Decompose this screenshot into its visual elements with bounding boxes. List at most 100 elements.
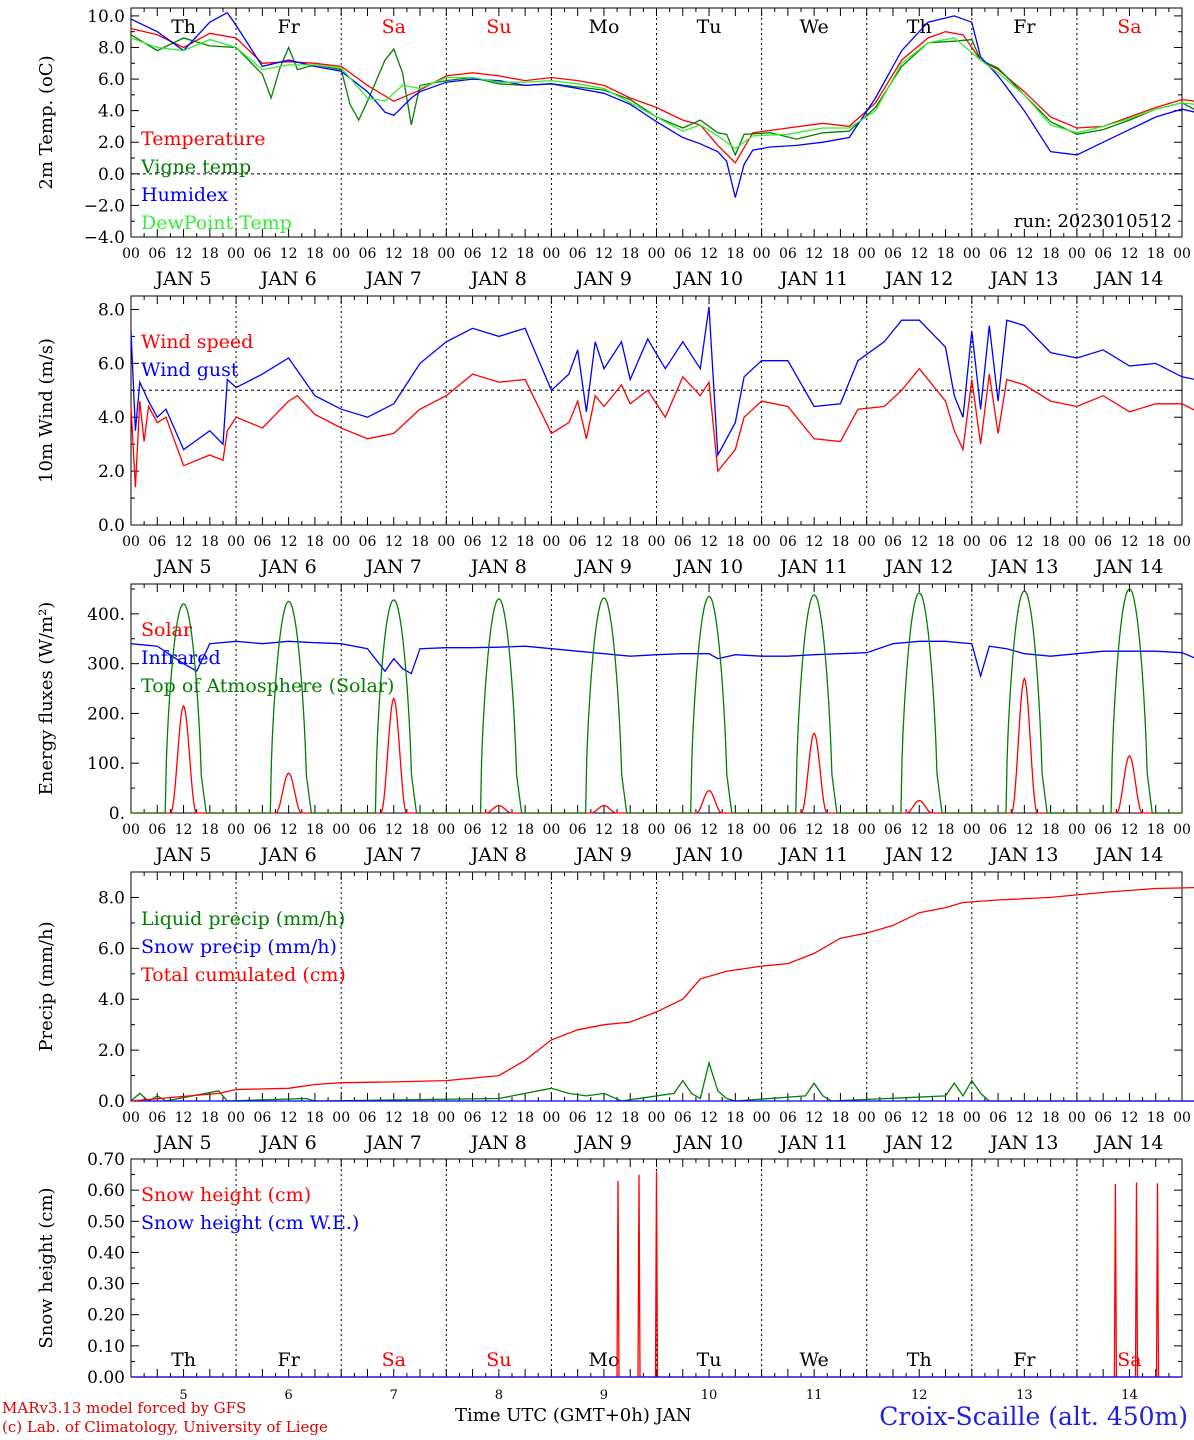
hour-label: 06 — [989, 822, 1007, 838]
day-header: Fr — [1013, 1349, 1036, 1371]
y-tick-label: 6.0 — [98, 354, 125, 374]
hour-label: 18 — [832, 246, 850, 262]
hour-label: 06 — [148, 246, 166, 262]
day-header: Th — [907, 16, 932, 38]
date-label: JAN 13 — [988, 844, 1058, 866]
run-annotation: run: 2023010512 — [1014, 211, 1172, 232]
hour-label: 18 — [306, 534, 324, 550]
panel-5: 0.00 0.10 0.20 0.30 0.40 0.50 0.60 0.70 Snow hei… — [36, 1150, 1183, 1403]
panel-4: 0.0 2.0 4.0 6.0 8.0 Precip (mm/h) 00 06 12 18 00 06… — [36, 871, 1194, 1154]
date-label: JAN 7 — [364, 556, 422, 578]
hour-label: 12 — [700, 246, 718, 262]
hour-label: 18 — [621, 1110, 639, 1126]
series-line — [130, 886, 1194, 1102]
hour-label: 00 — [1173, 534, 1191, 550]
hour-label: 12 — [595, 534, 613, 550]
y-tick-label: 2.0 — [98, 133, 125, 153]
y-tick-label: 2.0 — [98, 1041, 125, 1061]
y-tick-label: 0.40 — [87, 1243, 125, 1263]
hour-label: 12 — [805, 822, 823, 838]
plot-frame — [130, 871, 1183, 1102]
hour-label: 12 — [1121, 1110, 1139, 1126]
hour-label: 00 — [858, 1110, 876, 1126]
hour-label: 12 — [1121, 246, 1139, 262]
hour-label: 18 — [411, 534, 429, 550]
y-tick-label: 300. — [87, 655, 125, 675]
hour-label: 00 — [858, 246, 876, 262]
date-label: JAN 5 — [154, 1132, 212, 1154]
date-label: JAN 12 — [883, 268, 953, 290]
date-label: JAN 6 — [259, 1132, 317, 1154]
legend-entry: Infrared — [141, 647, 221, 669]
hour-label: 06 — [464, 534, 482, 550]
series-line — [130, 37, 1194, 150]
hour-label: 18 — [726, 822, 744, 838]
hour-label: 06 — [253, 246, 271, 262]
y-tick-label: 8.0 — [98, 888, 125, 908]
hour-label: 18 — [1147, 534, 1165, 550]
date-label: JAN 11 — [778, 1132, 848, 1154]
date-label: JAN 11 — [778, 556, 848, 578]
y-axis-label: 2m Temp. (oC) — [36, 55, 57, 189]
hour-label: 12 — [1121, 534, 1139, 550]
station-name: Croix-Scaille (alt. 450m) — [879, 1402, 1188, 1431]
hour-label: 18 — [1042, 1110, 1060, 1126]
hour-label: 00 — [963, 822, 981, 838]
hour-label: 12 — [490, 1110, 508, 1126]
hour-label: 00 — [1068, 822, 1086, 838]
y-tick-label: 10.0 — [87, 7, 125, 27]
hour-label: 06 — [674, 534, 692, 550]
hour-label: 06 — [569, 534, 587, 550]
hour-label: 00 — [648, 534, 666, 550]
date-label: JAN 6 — [259, 556, 317, 578]
hour-label: 00 — [332, 1110, 350, 1126]
day-header: Sa — [382, 1349, 406, 1371]
hour-label: 06 — [884, 822, 902, 838]
y-tick-label: 6.0 — [98, 939, 125, 959]
day-header: Sa — [382, 16, 406, 38]
date-label: JAN 6 — [259, 844, 317, 866]
hour-label: 00 — [227, 822, 245, 838]
hour-label: 06 — [884, 1110, 902, 1126]
legend-entry: Wind gust — [141, 359, 239, 381]
legend-entry: Snow height (cm W.E.) — [141, 1212, 359, 1234]
hour-label: 06 — [464, 822, 482, 838]
legend-entry: Snow precip (mm/h) — [141, 936, 337, 958]
legend-entry: Wind speed — [141, 331, 253, 353]
hour-label: 06 — [148, 534, 166, 550]
hour-label: 18 — [201, 534, 219, 550]
hour-label: 06 — [359, 822, 377, 838]
hour-label: 18 — [1042, 246, 1060, 262]
hour-label: 00 — [332, 534, 350, 550]
date-label: JAN 13 — [988, 268, 1058, 290]
hour-label: 06 — [989, 1110, 1007, 1126]
hour-label: 18 — [726, 1110, 744, 1126]
hour-label: 18 — [516, 246, 534, 262]
date-label: JAN 13 — [988, 1132, 1058, 1154]
hour-label: 12 — [910, 246, 928, 262]
footer: MARv3.13 model forced by GFS (c) Lab. of… — [0, 1396, 1194, 1440]
hour-label: 06 — [989, 246, 1007, 262]
hour-label: 18 — [832, 534, 850, 550]
day-header: Fr — [278, 16, 301, 38]
hour-label: 06 — [1094, 246, 1112, 262]
date-label: JAN 14 — [1093, 556, 1163, 578]
y-tick-label: 4.0 — [98, 102, 125, 122]
y-tick-label: 0.60 — [87, 1181, 125, 1201]
legend-entry: Temperature — [141, 128, 265, 150]
hour-label: 06 — [1094, 534, 1112, 550]
legend-entry: Vigne temp — [140, 156, 251, 178]
series-line — [130, 306, 1194, 458]
hour-label: 18 — [201, 1110, 219, 1126]
y-tick-label: 0.0 — [98, 1092, 125, 1112]
hour-label: 00 — [648, 1110, 666, 1126]
hour-label: 06 — [359, 1110, 377, 1126]
hour-label: 18 — [516, 1110, 534, 1126]
y-axis-label: Snow height (cm) — [36, 1187, 57, 1348]
date-label: JAN 9 — [574, 556, 632, 578]
hour-label: 06 — [1094, 1110, 1112, 1126]
date-label: JAN 10 — [673, 844, 743, 866]
y-tick-label: 400. — [87, 605, 125, 625]
hour-label: 18 — [411, 822, 429, 838]
hour-label: 18 — [832, 1110, 850, 1126]
